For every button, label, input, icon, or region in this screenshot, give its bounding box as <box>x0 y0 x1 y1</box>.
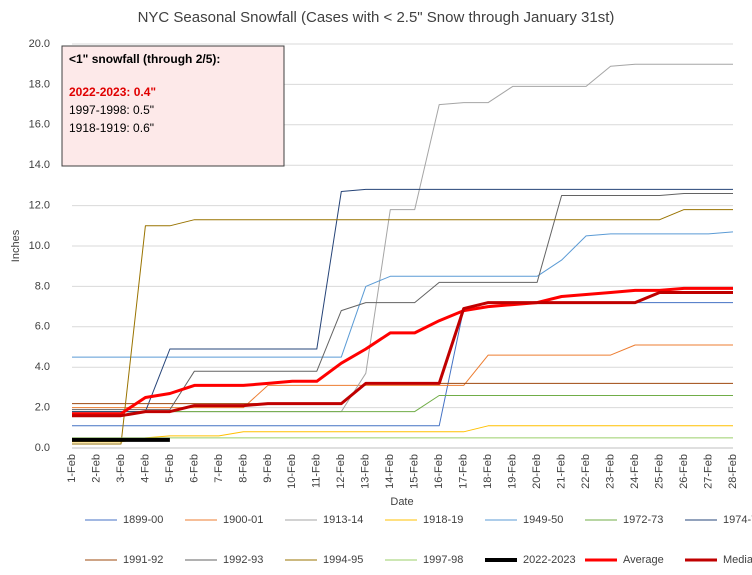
y-tick-label: 8.0 <box>35 280 50 292</box>
y-tick-label: 16.0 <box>29 119 50 131</box>
x-tick-label: 7-Feb <box>213 454 225 483</box>
y-tick-label: 6.0 <box>35 321 50 333</box>
x-tick-label: 19-Feb <box>507 454 519 489</box>
x-tick-label: 5-Feb <box>164 454 176 483</box>
legend-label: 1972-73 <box>623 514 663 526</box>
x-tick-label: 11-Feb <box>311 454 323 488</box>
legend: 1899-00 1900-01 1913-14 1918-19 1949-50 1972-… <box>85 514 752 566</box>
x-axis-label: Date <box>390 496 413 508</box>
series-line <box>72 291 733 418</box>
series-line <box>72 188 733 413</box>
legend-label: 1918-19 <box>423 514 463 526</box>
annotation-box <box>61 45 285 167</box>
y-tick-label: 4.0 <box>35 361 50 373</box>
x-tick-label: 9-Feb <box>262 454 274 483</box>
x-tick-label: 21-Feb <box>556 454 568 489</box>
legend-label: 1974-75 <box>723 514 752 526</box>
legend-label: Average <box>623 554 664 566</box>
series-line <box>72 344 733 409</box>
legend-label: 1899-00 <box>123 514 163 526</box>
x-tick-label: 25-Feb <box>653 454 665 489</box>
legend-label: 1900-01 <box>223 514 263 526</box>
x-tick-label: 23-Feb <box>604 454 616 489</box>
annotation-line: 2022-2023: 0.4" <box>69 85 156 99</box>
annotation-line: 1997-1998: 0.5" <box>69 103 154 117</box>
x-tick-label: 2-Feb <box>90 454 102 483</box>
x-tick-label: 16-Feb <box>433 454 445 489</box>
lines <box>72 63 734 445</box>
legend-label: 1997-98 <box>423 554 463 566</box>
x-tick-label: 15-Feb <box>409 454 421 489</box>
x-tick-label: 6-Feb <box>188 454 200 483</box>
legend-label: 1913-14 <box>323 514 363 526</box>
legend-label: Median <box>723 554 752 566</box>
series-line <box>72 231 734 358</box>
series-line <box>72 286 733 416</box>
x-tick-label: 3-Feb <box>115 454 127 483</box>
legend-label: 2022-2023 <box>523 554 576 566</box>
y-tick-label: 0.0 <box>35 442 50 454</box>
y-axis-label: Inches <box>10 229 22 262</box>
chart-title: NYC Seasonal Snowfall (Cases with < 2.5"… <box>138 9 615 26</box>
x-tick-label: 22-Feb <box>580 454 592 489</box>
x-tick-label: 17-Feb <box>458 454 470 489</box>
legend-label: 1991-92 <box>123 554 163 566</box>
x-tick-label: 26-Feb <box>678 454 690 489</box>
x-tick-label: 20-Feb <box>531 454 543 489</box>
legend-label: 1994-95 <box>323 554 363 566</box>
y-tick-label: 20.0 <box>29 38 50 50</box>
x-tick-label: 4-Feb <box>139 454 151 483</box>
annotation-line: 1918-1919: 0.6" <box>69 121 154 135</box>
x-tick-label: 8-Feb <box>237 454 249 483</box>
legend-label: 1992-93 <box>223 554 263 566</box>
x-tick-label: 24-Feb <box>629 454 641 489</box>
series-line <box>72 395 733 413</box>
legend-label: 1949-50 <box>523 514 563 526</box>
y-tick-label: 12.0 <box>29 200 50 212</box>
y-tick-label: 10.0 <box>29 240 50 252</box>
y-tick-label: 18.0 <box>29 78 50 90</box>
annotation-heading: <1" snowfall (through 2/5): <box>69 52 220 66</box>
x-tick-label: 18-Feb <box>482 454 494 489</box>
x-tick-label: 10-Feb <box>286 454 298 489</box>
y-tick-label: 14.0 <box>29 159 50 171</box>
x-tick-label: 27-Feb <box>702 454 714 489</box>
series-line <box>72 425 733 443</box>
x-tick-label: 12-Feb <box>335 454 347 489</box>
x-tick-label: 1-Feb <box>66 454 78 483</box>
y-tick-label: 2.0 <box>35 402 50 414</box>
x-tick-label: 13-Feb <box>360 454 372 489</box>
x-tick-label: 14-Feb <box>384 454 396 489</box>
x-tick-label: 28-Feb <box>727 454 739 489</box>
series-line <box>72 209 733 445</box>
